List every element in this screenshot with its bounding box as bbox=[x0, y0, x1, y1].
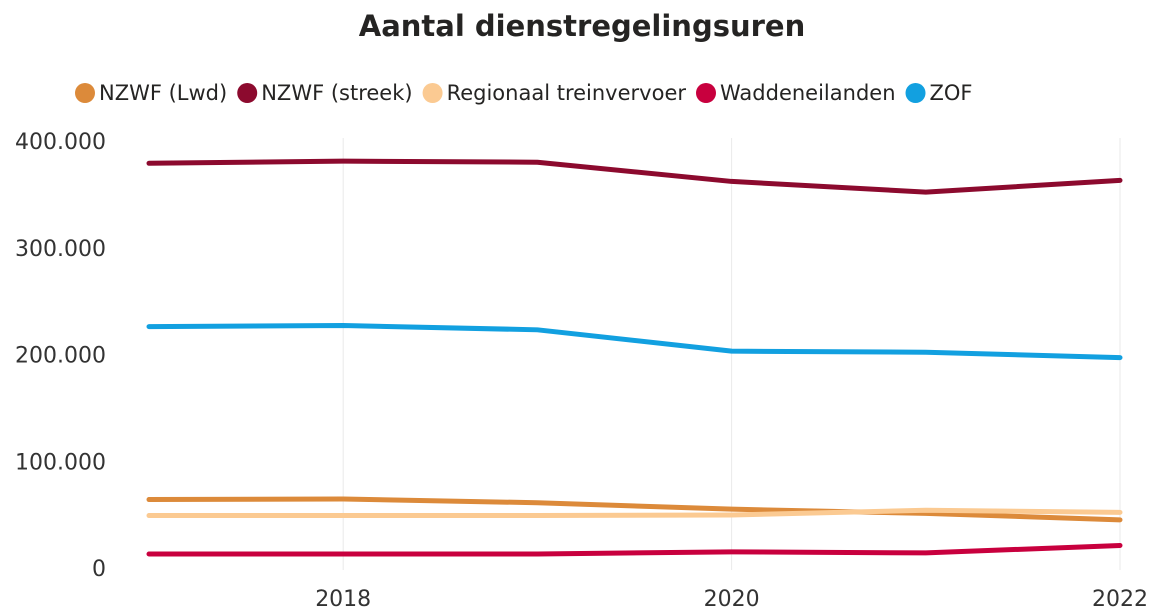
legend-marker bbox=[696, 83, 716, 103]
legend-marker bbox=[237, 83, 258, 103]
x-tick-label: 2018 bbox=[315, 587, 371, 612]
legend-label: NZWF (Lwd) bbox=[99, 81, 227, 105]
chart-title: Aantal dienstregelingsuren bbox=[359, 9, 805, 43]
legend-label: Regionaal treinvervoer bbox=[447, 81, 687, 105]
x-tick-label: 2022 bbox=[1092, 587, 1148, 612]
y-tick-label: 400.000 bbox=[15, 130, 106, 155]
y-tick-label: 100.000 bbox=[15, 450, 106, 475]
y-tick-label: 0 bbox=[92, 557, 106, 582]
series-line bbox=[146, 158, 1123, 195]
y-tick-label: 200.000 bbox=[15, 344, 106, 369]
y-tick-label: 300.000 bbox=[15, 237, 106, 262]
legend-marker bbox=[75, 83, 95, 103]
series-line bbox=[146, 507, 1123, 519]
series-line bbox=[146, 542, 1123, 557]
legend-marker bbox=[422, 83, 443, 103]
series-line bbox=[146, 496, 1123, 523]
x-tick-label: 2020 bbox=[704, 587, 760, 612]
legend-label: Waddeneilanden bbox=[720, 81, 896, 105]
series-line bbox=[146, 323, 1123, 361]
legend-marker bbox=[905, 83, 926, 103]
legend-label: NZWF (streek) bbox=[261, 81, 412, 105]
legend-label: ZOF bbox=[930, 81, 973, 105]
